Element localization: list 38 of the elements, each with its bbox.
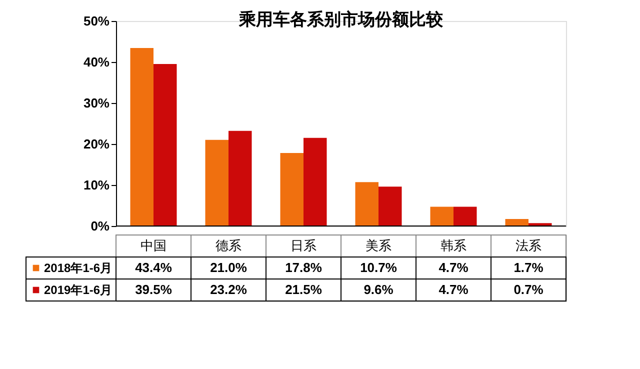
y-tick-label: 50%	[83, 14, 110, 28]
data-label: 23.2%	[210, 282, 248, 297]
bar	[378, 186, 402, 226]
x-tick-label: 德系	[216, 238, 242, 253]
x-tick-label: 法系	[516, 238, 542, 253]
y-tick-label: 20%	[83, 136, 110, 152]
x-tick-label: 韩系	[440, 238, 466, 253]
bar	[228, 130, 252, 226]
data-label: 10.7%	[360, 260, 398, 275]
x-tick-label: 美系	[366, 238, 392, 253]
bar	[304, 138, 327, 226]
y-tick-label: 0%	[90, 218, 110, 234]
bar	[505, 219, 528, 226]
legend-label: 2018年1-6月	[44, 261, 112, 275]
y-tick-label: 40%	[83, 54, 110, 70]
bar	[430, 206, 454, 226]
data-label: 39.5%	[135, 282, 172, 297]
chart-title: 乘用车各系别市场份额比较	[238, 10, 444, 29]
data-label: 1.7%	[514, 260, 544, 275]
data-label: 21.5%	[285, 282, 322, 297]
bar	[454, 206, 477, 226]
bar	[154, 64, 177, 226]
x-tick-label: 中国	[140, 238, 166, 253]
x-tick-label: 日系	[290, 238, 316, 253]
bar	[280, 153, 304, 226]
bar	[130, 48, 154, 226]
data-label: 4.7%	[438, 282, 469, 297]
bar	[355, 182, 378, 226]
data-label: 9.6%	[364, 282, 394, 297]
data-label: 43.4%	[135, 260, 172, 275]
bar	[205, 140, 228, 226]
data-label: 0.7%	[514, 282, 544, 297]
data-label: 21.0%	[210, 260, 248, 275]
data-label: 4.7%	[438, 260, 469, 275]
y-tick-label: 10%	[83, 178, 110, 192]
y-tick-label: 30%	[83, 96, 110, 110]
legend-label: 2019年1-6月	[44, 283, 112, 297]
data-label: 17.8%	[285, 260, 322, 275]
